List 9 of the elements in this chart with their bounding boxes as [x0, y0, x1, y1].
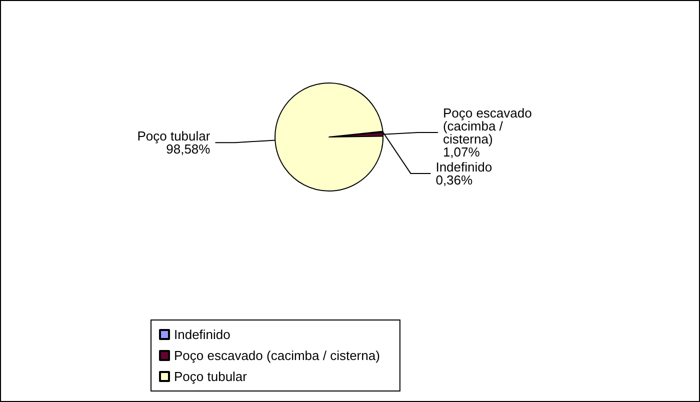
legend-label: Poço tubular [174, 369, 248, 384]
slice-label: Poço tubular [137, 128, 211, 144]
legend-label: Poço escavado (cacimba / cisterna) [174, 348, 380, 363]
slice-label: Indefinido [436, 159, 492, 174]
data-label: 1,07% [442, 144, 480, 160]
data-label: 0,36% [436, 172, 474, 188]
legend-label: Indefinido [174, 327, 230, 342]
slice-label: Poço escavado (cacimba / cisterna) [442, 105, 536, 146]
data-label: 98,58% [166, 142, 211, 157]
